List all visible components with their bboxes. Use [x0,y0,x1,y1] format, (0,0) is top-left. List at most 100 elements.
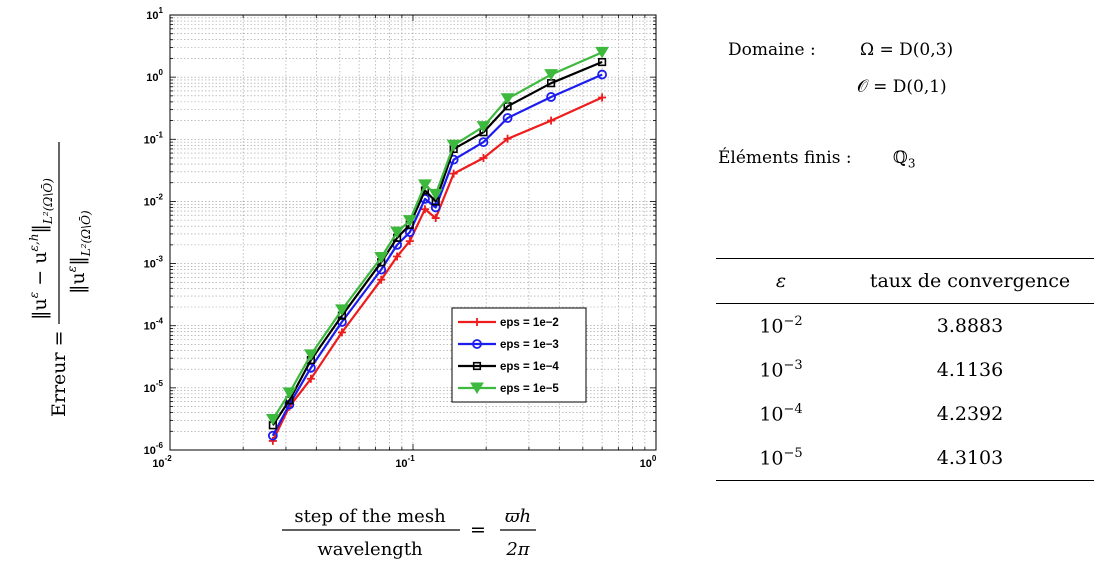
data-point [268,436,277,445]
y-tick-label: 10-2 [144,192,164,208]
y-den-sub: L²(Ω\Ō) [78,210,93,257]
y-tick-label: 10-1 [144,130,164,146]
data-point [418,179,432,191]
data-point [282,387,297,399]
rate-cell: 3.8883 [936,315,1004,337]
series-line [271,60,603,426]
data-point [431,214,440,223]
legend-label: eps = 1e−5 [500,383,559,395]
data-point [449,169,458,178]
data-point [446,139,461,152]
data-point [544,69,558,81]
eps-cell: 10−2 [759,314,803,338]
x-label-numerator: step of the mesh [294,506,446,527]
y-tick-label: 10-4 [144,317,164,333]
rate-cell: 4.1136 [936,359,1004,381]
series-1 [268,93,607,445]
obstacle-equation: 𝒪 = D(0,1) [857,77,947,97]
table-row: 10−3 4.1136 [716,348,1094,392]
y-den-norm-right: ‖ [67,256,89,266]
header-eps: ε [775,270,787,292]
y-tick-label: 10-3 [144,255,164,271]
series-line [271,51,603,421]
data-point [374,252,389,264]
data-point [306,374,315,383]
data-point [405,237,414,246]
legend-entry: eps = 1e−3 [458,339,559,351]
domain-label: Domaine : [728,40,816,60]
y-num-norm-left: ‖u [29,298,51,320]
x-label-rhs-denominator: 2π [505,539,530,560]
series-line [271,96,603,442]
y-num-sub: L²(Ω\Ō) [40,178,55,225]
x-label-rhs-numerator: ϖh [505,506,531,527]
data-point [595,46,609,59]
data-point [267,430,278,441]
data-point [476,121,491,133]
plot-series [265,46,609,445]
y-label-numerator: ‖uε − uε,h‖L²(Ω\Ō) [27,178,55,320]
y-tick-label: 100 [146,68,163,84]
y-label-prefix: Erreur = [48,330,70,417]
legend-entry: eps = 1e−5 [458,382,559,395]
data-point [598,93,607,102]
elements-subscript: 3 [907,156,916,171]
table-row: 10−5 4.3103 [716,436,1094,481]
legend-label: eps = 1e−2 [500,317,559,329]
data-point [304,349,318,361]
x-tick-label: 10-1 [395,454,415,470]
y-num-minus: − u [29,252,51,292]
data-point [390,226,404,239]
plot-ticks: 10-2 10-1 100 10-6 10-5 10-4 10-3 10-2 10-1 100 10… [144,6,657,470]
y-num-eps: ε [27,292,41,298]
eps-cell: 10−3 [759,358,803,382]
data-point [597,69,607,80]
x-label-equals: = [470,519,486,541]
data-point [503,134,512,143]
x-tick-label: 100 [640,454,657,470]
x-tick-label: 10-2 [152,454,172,470]
elements-label: Éléments finis : [718,148,852,168]
table-row: 10−2 3.8883 [716,304,1094,349]
x-axis-label: step of the mesh wavelength = ϖh 2π [282,506,536,560]
y-num-eps-h: ε,h [27,234,41,252]
table-header-row: ε taux de convergence [716,258,1094,304]
legend-marker [472,361,482,371]
legend-label: eps = 1e−3 [500,339,559,351]
legend-marker [470,382,484,394]
legend-label: eps = 1e−4 [500,361,559,373]
omega-equation: Ω = D(0,3) [860,40,954,60]
series-line [271,73,603,437]
y-num-norm-right: ‖ [29,224,51,234]
data-point [393,252,402,261]
x-label-denominator: wavelength [317,539,423,560]
data-point [335,304,349,316]
legend-entry: eps = 1e−2 [458,317,559,329]
legend-entry: eps = 1e−4 [458,361,559,373]
y-tick-label: 10-6 [144,441,164,457]
y-den-norm-left: ‖u [67,272,89,294]
y-tick-label: 101 [146,6,163,22]
data-point [547,116,556,125]
y-label-denominator: ‖uε‖L²(Ω\Ō) [65,210,93,294]
legend-marker [472,339,482,349]
y-tick-label: 10-5 [144,379,164,395]
convergence-table: ε taux de convergence 10−2 3.8883 10−3 4… [716,258,1094,481]
data-point [597,57,607,67]
rate-cell: 4.2392 [936,403,1004,425]
data-point [478,137,489,148]
data-point [402,215,417,227]
legend-marker [473,318,481,326]
elements-symbol: ℚ [893,148,908,168]
data-point [428,188,443,201]
data-point [502,113,513,123]
data-point [546,92,556,102]
rate-cell: 4.3103 [936,447,1004,469]
data-point [265,413,280,426]
eps-cell: 10−4 [759,402,803,426]
plot-grid [170,15,656,451]
data-point [337,328,346,337]
plot-legend: eps = 1e−2 eps = 1e−3 eps = 1e−4 eps = 1e−5 [451,307,587,403]
data-point [377,275,386,284]
data-point [420,205,429,214]
